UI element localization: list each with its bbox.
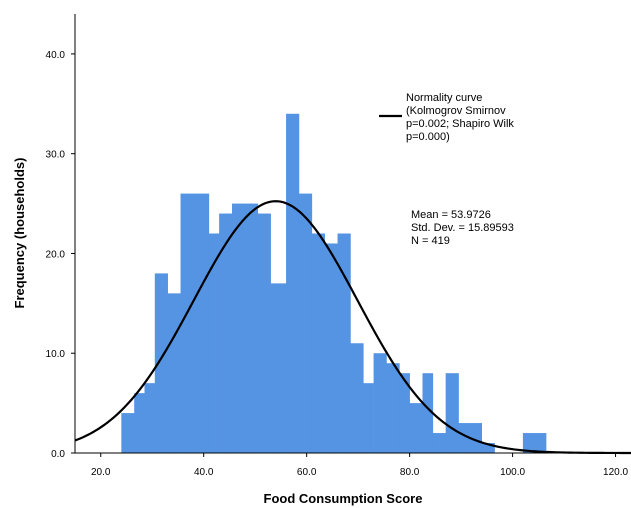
x-tick-label-1: 40.0 [194,467,214,478]
histogram-bar-4 [167,293,181,453]
y-tick-label-4: 40.0 [46,50,66,61]
normality-curve [74,200,631,455]
histogram-bar-8 [219,213,233,453]
histogram-bar-12 [270,283,287,453]
histogram-bar-21 [386,363,400,453]
x-axis-ticks: 20.0 40.0 60.0 80.0 100.0 120.0 [91,453,629,478]
histogram-bar-30 [522,433,547,453]
x-tick-label-2: 60.0 [297,467,317,478]
y-tick-label-2: 20.0 [46,249,66,260]
y-tick-label-1: 10.0 [46,349,66,360]
histogram-bar-25 [432,433,446,453]
histogram-bar-22 [399,373,410,453]
histogram-bar-14 [298,193,313,453]
histogram-bar-27 [458,423,470,453]
legend-line-4: p=0.000) [406,131,450,143]
y-axis-title: Frequency (households) [12,158,27,309]
x-axis-title: Food Consumption Score [264,491,423,506]
x-tick-label-3: 80.0 [400,467,420,478]
x-tick-label-5: 120.0 [603,467,628,478]
histogram-bar-2 [144,383,156,453]
stats-mean: Mean = 53.9726 [411,209,491,221]
x-tick-label-4: 100.0 [500,467,525,478]
legend-line-3: p=0.002; Shapiro Wilk [406,118,514,130]
stats-sd: Std. Dev. = 15.89593 [411,222,514,234]
histogram-bar-10 [244,203,259,453]
legend-line-2: (Kolmogrov Smirnov [406,105,506,117]
histogram-bar-24 [422,373,434,453]
histogram-bar-6 [193,193,210,453]
histogram-bar-16 [324,243,338,453]
y-tick-label-3: 30.0 [46,150,66,161]
histogram-bar-15 [311,233,325,453]
histogram-bar-18 [350,343,364,453]
histogram-bar-19 [363,383,374,453]
legend-line-1: Normality curve [406,92,482,104]
stats-annotation: Mean = 53.9726 Std. Dev. = 15.89593 N = … [411,209,514,247]
stats-n: N = 419 [411,235,450,247]
histogram-bar-23 [409,403,423,453]
histogram-bar-11 [257,213,271,453]
histogram-bar-1 [134,393,145,453]
y-tick-label-0: 0.0 [51,449,65,460]
histogram-bar-29 [481,443,495,453]
histogram-bar-28 [468,423,483,453]
histogram-bars [121,113,547,453]
legend: Normality curve (Kolmogrov Smirnov p=0.0… [379,92,514,143]
x-tick-label-0: 20.0 [91,467,111,478]
histogram-bar-3 [154,273,168,453]
y-axis-ticks: 0.0 10.0 20.0 30.0 40.0 [46,50,75,460]
histogram-bar-17 [337,233,351,453]
histogram-bar-7 [208,233,220,453]
histogram-bar-20 [373,353,387,453]
histogram-bar-5 [180,193,194,453]
histogram-bar-26 [445,373,459,453]
histogram-bar-0 [121,413,135,453]
histogram-bar-13 [286,113,300,453]
histogram-bar-9 [232,203,246,453]
